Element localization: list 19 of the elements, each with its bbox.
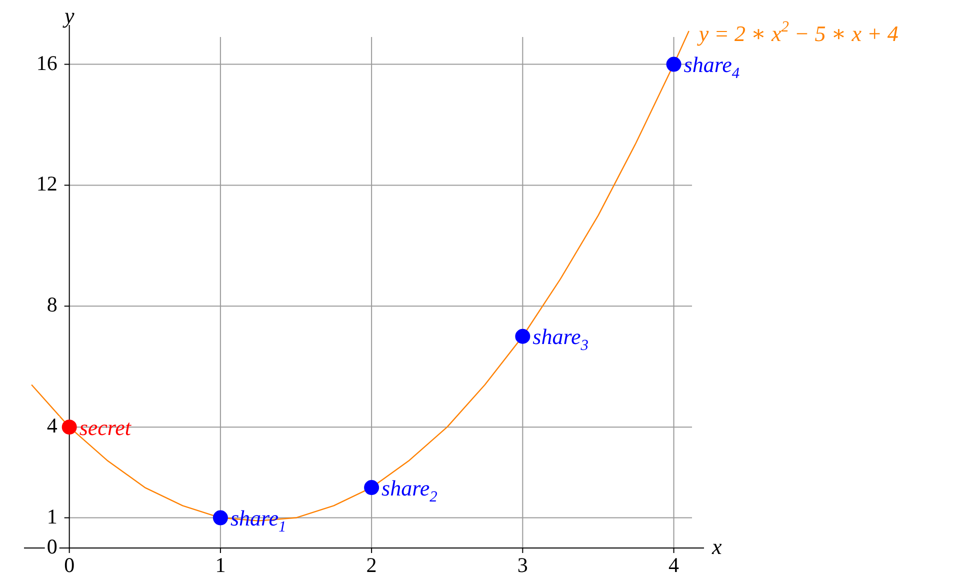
- x-tick-label: 0: [64, 553, 75, 578]
- point: [666, 56, 682, 72]
- y-tick-label: 0: [46, 534, 58, 559]
- y-axis-title: y: [62, 2, 74, 28]
- x-tick-label: 2: [366, 553, 377, 578]
- point: [364, 480, 380, 496]
- x-tick-label: 1: [215, 553, 226, 578]
- point: [212, 510, 228, 526]
- point: [515, 328, 530, 344]
- x-axis-title: x: [711, 534, 722, 559]
- y-tick-label: 16: [36, 50, 58, 75]
- y-tick-label: 8: [46, 292, 58, 317]
- annotation: secret: [79, 414, 132, 440]
- x-tick-label: 4: [668, 553, 680, 578]
- y-tick-label: 4: [46, 414, 58, 438]
- y-tick-label: 1: [46, 504, 58, 528]
- y-tick-label: 12: [36, 172, 58, 196]
- x-tick-label: 3: [517, 553, 528, 578]
- point: [62, 420, 77, 435]
